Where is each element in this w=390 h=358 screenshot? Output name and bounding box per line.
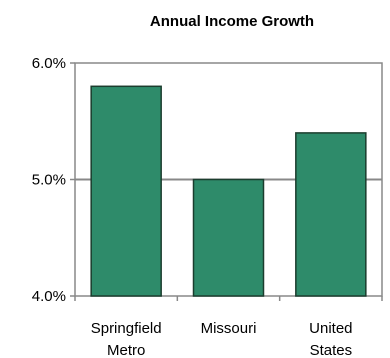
bar (90, 85, 162, 297)
x-tick-label: United States (309, 320, 352, 358)
y-tick-label: 6.0% (32, 55, 66, 72)
y-tick-label: 5.0% (32, 172, 66, 189)
x-tick-label: Springfield Metro (91, 320, 162, 358)
chart-title: Annual Income Growth (150, 13, 314, 30)
y-tick-label: 4.0% (32, 288, 66, 305)
bar (295, 132, 367, 297)
bar (192, 178, 265, 297)
x-tick-label: Missouri (201, 320, 257, 337)
plot-area: 4.0% 5.0% 6.0% Springfield Metro Missouri Unit… (32, 55, 383, 358)
